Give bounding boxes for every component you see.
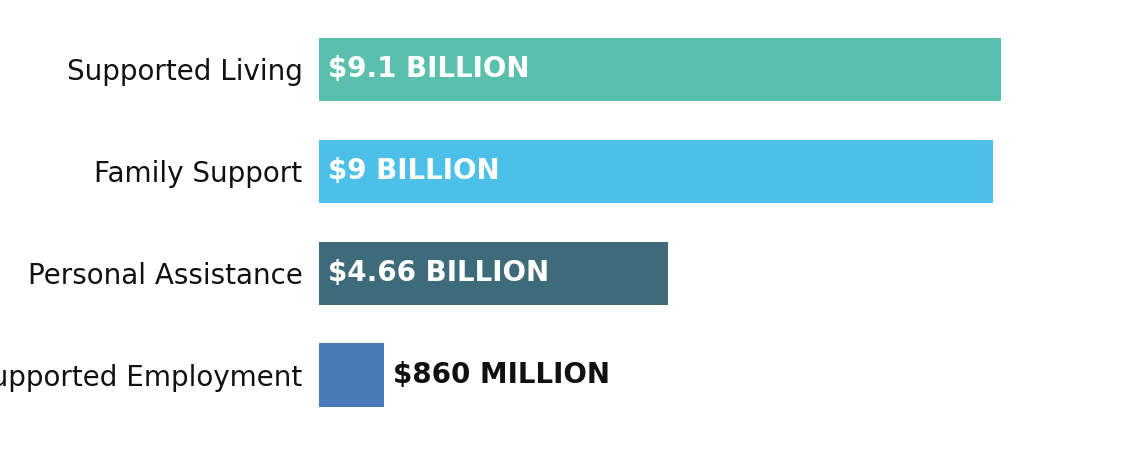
Bar: [319, 343, 384, 407]
Bar: [319, 140, 993, 203]
Text: $4.66 BILLION: $4.66 BILLION: [328, 259, 549, 287]
Bar: [319, 242, 668, 305]
Bar: [319, 38, 1001, 101]
Text: $9.1 BILLION: $9.1 BILLION: [328, 56, 530, 84]
Text: $860 MILLION: $860 MILLION: [392, 361, 610, 389]
Text: $9 BILLION: $9 BILLION: [328, 157, 499, 185]
